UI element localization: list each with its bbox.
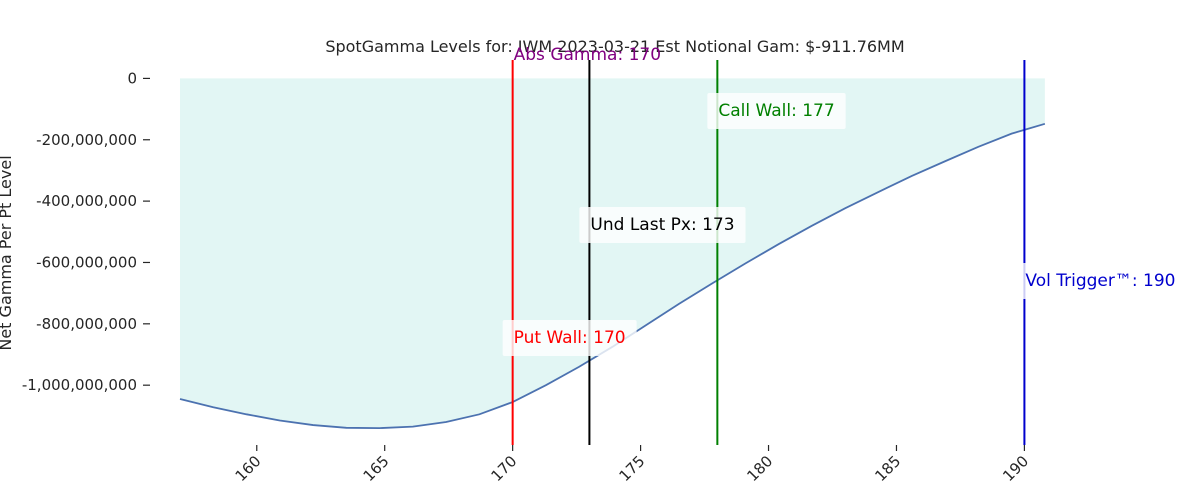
plot-area (179, 60, 1046, 445)
y-tick-label: -200,000,000 (36, 131, 137, 149)
vol-trigger-annotation: Vol Trigger™: 190 (1014, 263, 1187, 299)
series-fill-area (180, 78, 1045, 429)
x-tick-label: 165 (360, 452, 393, 485)
und-last-px-label-box (579, 207, 746, 243)
level-annotations: Abs Gamma: 170 Put Wall: 170 Und Last Px: … (502, 45, 1187, 356)
y-tick-label: -1,000,000,000 (22, 376, 137, 394)
x-tick-label: 160 (232, 452, 265, 485)
y-tick-label: -400,000,000 (36, 192, 137, 210)
x-tick-label: 175 (615, 452, 648, 485)
call-wall-label: Call Wall: 177 (718, 101, 834, 121)
vol-trigger-label: Vol Trigger™: 190 (1025, 271, 1175, 291)
und-last-px-annotation: Und Last Px: 173 (579, 207, 746, 243)
chart-title: SpotGamma Levels for: IWM 2023-03-21 Est… (325, 37, 904, 56)
y-tick-label: -600,000,000 (36, 253, 137, 271)
call-wall-annotation: Call Wall: 177 (707, 93, 846, 129)
vol-trigger-label-box (1014, 263, 1187, 299)
x-tick-label: 190 (999, 452, 1032, 485)
y-tick-label: -800,000,000 (36, 315, 137, 333)
put-wall-annotation: Put Wall: 170 (502, 320, 637, 356)
put-wall-label: Put Wall: 170 (514, 328, 626, 348)
put-wall-label-box (502, 320, 637, 356)
y-axis-label: Net Gamma Per Pt Level (0, 155, 15, 350)
x-tick-label: 170 (487, 452, 520, 485)
abs-gamma-annotation: Abs Gamma: 170 (514, 45, 661, 65)
call-wall-label-box (707, 93, 846, 129)
abs-gamma-label: Abs Gamma: 170 (514, 45, 661, 65)
x-tick-label: 185 (871, 452, 904, 485)
y-tick-label: 0 (127, 69, 137, 87)
x-tick-label: 180 (743, 452, 776, 485)
und-last-px-label: Und Last Px: 173 (590, 215, 734, 235)
